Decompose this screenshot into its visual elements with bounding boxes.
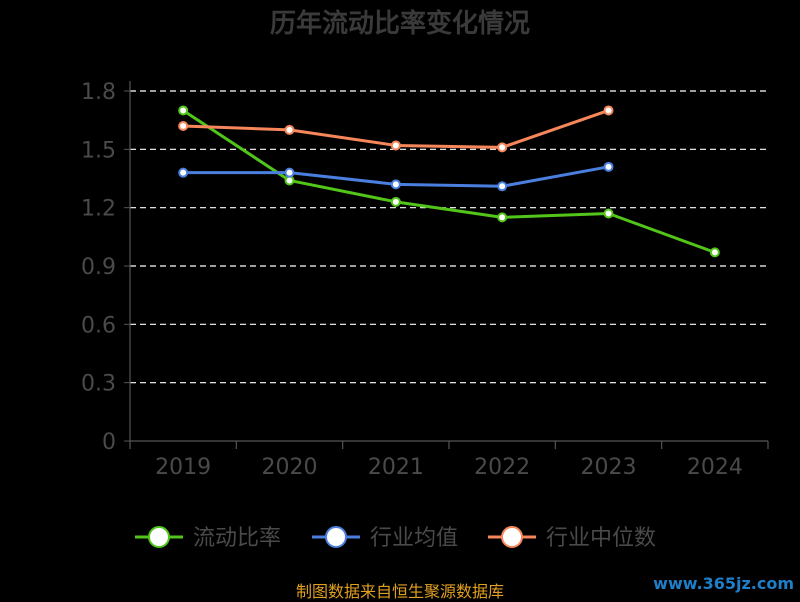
legend-marker	[501, 526, 523, 548]
legend-label: 行业均值	[370, 526, 458, 551]
data-point	[284, 167, 295, 178]
watermark: www.365jz.com	[653, 574, 794, 593]
legend-label: 流动比率	[193, 526, 281, 551]
data-point	[603, 161, 614, 172]
data-point	[178, 167, 189, 178]
y-tick-label: 0.6	[81, 313, 116, 338]
y-tick-label: 0	[102, 430, 116, 455]
y-tick-label: 0.3	[81, 372, 116, 397]
data-point	[709, 247, 720, 258]
series-group	[178, 105, 720, 258]
data-point	[178, 105, 189, 116]
y-tick-label: 1.8	[81, 80, 116, 105]
data-point	[497, 212, 508, 223]
data-point	[497, 142, 508, 153]
y-tick-label: 1.2	[81, 197, 116, 222]
legend-marker	[148, 526, 170, 548]
data-point	[284, 124, 295, 135]
x-tick-label: 2024	[687, 455, 743, 480]
axes: 0 0.3 0.6 0.9 1.2 1.5 1.8 2019 2020 2021 2022 2023 2…	[81, 80, 769, 480]
data-point	[497, 181, 508, 192]
chart-title: 历年流动比率变化情况	[270, 8, 530, 39]
data-point	[390, 196, 401, 207]
series-line	[182, 109, 716, 254]
data-point	[390, 179, 401, 190]
data-point	[603, 105, 614, 116]
x-tick-label: 2021	[368, 455, 424, 480]
x-tick-label: 2023	[581, 455, 637, 480]
data-point	[178, 121, 189, 131]
data-point	[603, 208, 614, 219]
legend-marker	[325, 526, 347, 548]
data-source-note: 制图数据来自恒生聚源数据库	[295, 582, 504, 601]
data-point	[390, 140, 401, 151]
legend: 流动比率 行业均值 行业中位数	[135, 526, 656, 551]
y-tick-label: 0.9	[81, 255, 116, 280]
legend-label: 行业中位数	[546, 526, 656, 551]
x-tick-label: 2020	[262, 455, 318, 480]
grid	[130, 90, 768, 384]
x-tick-label: 2022	[474, 455, 530, 480]
x-tick-label: 2019	[155, 455, 211, 480]
y-tick-label: 1.5	[81, 138, 116, 163]
